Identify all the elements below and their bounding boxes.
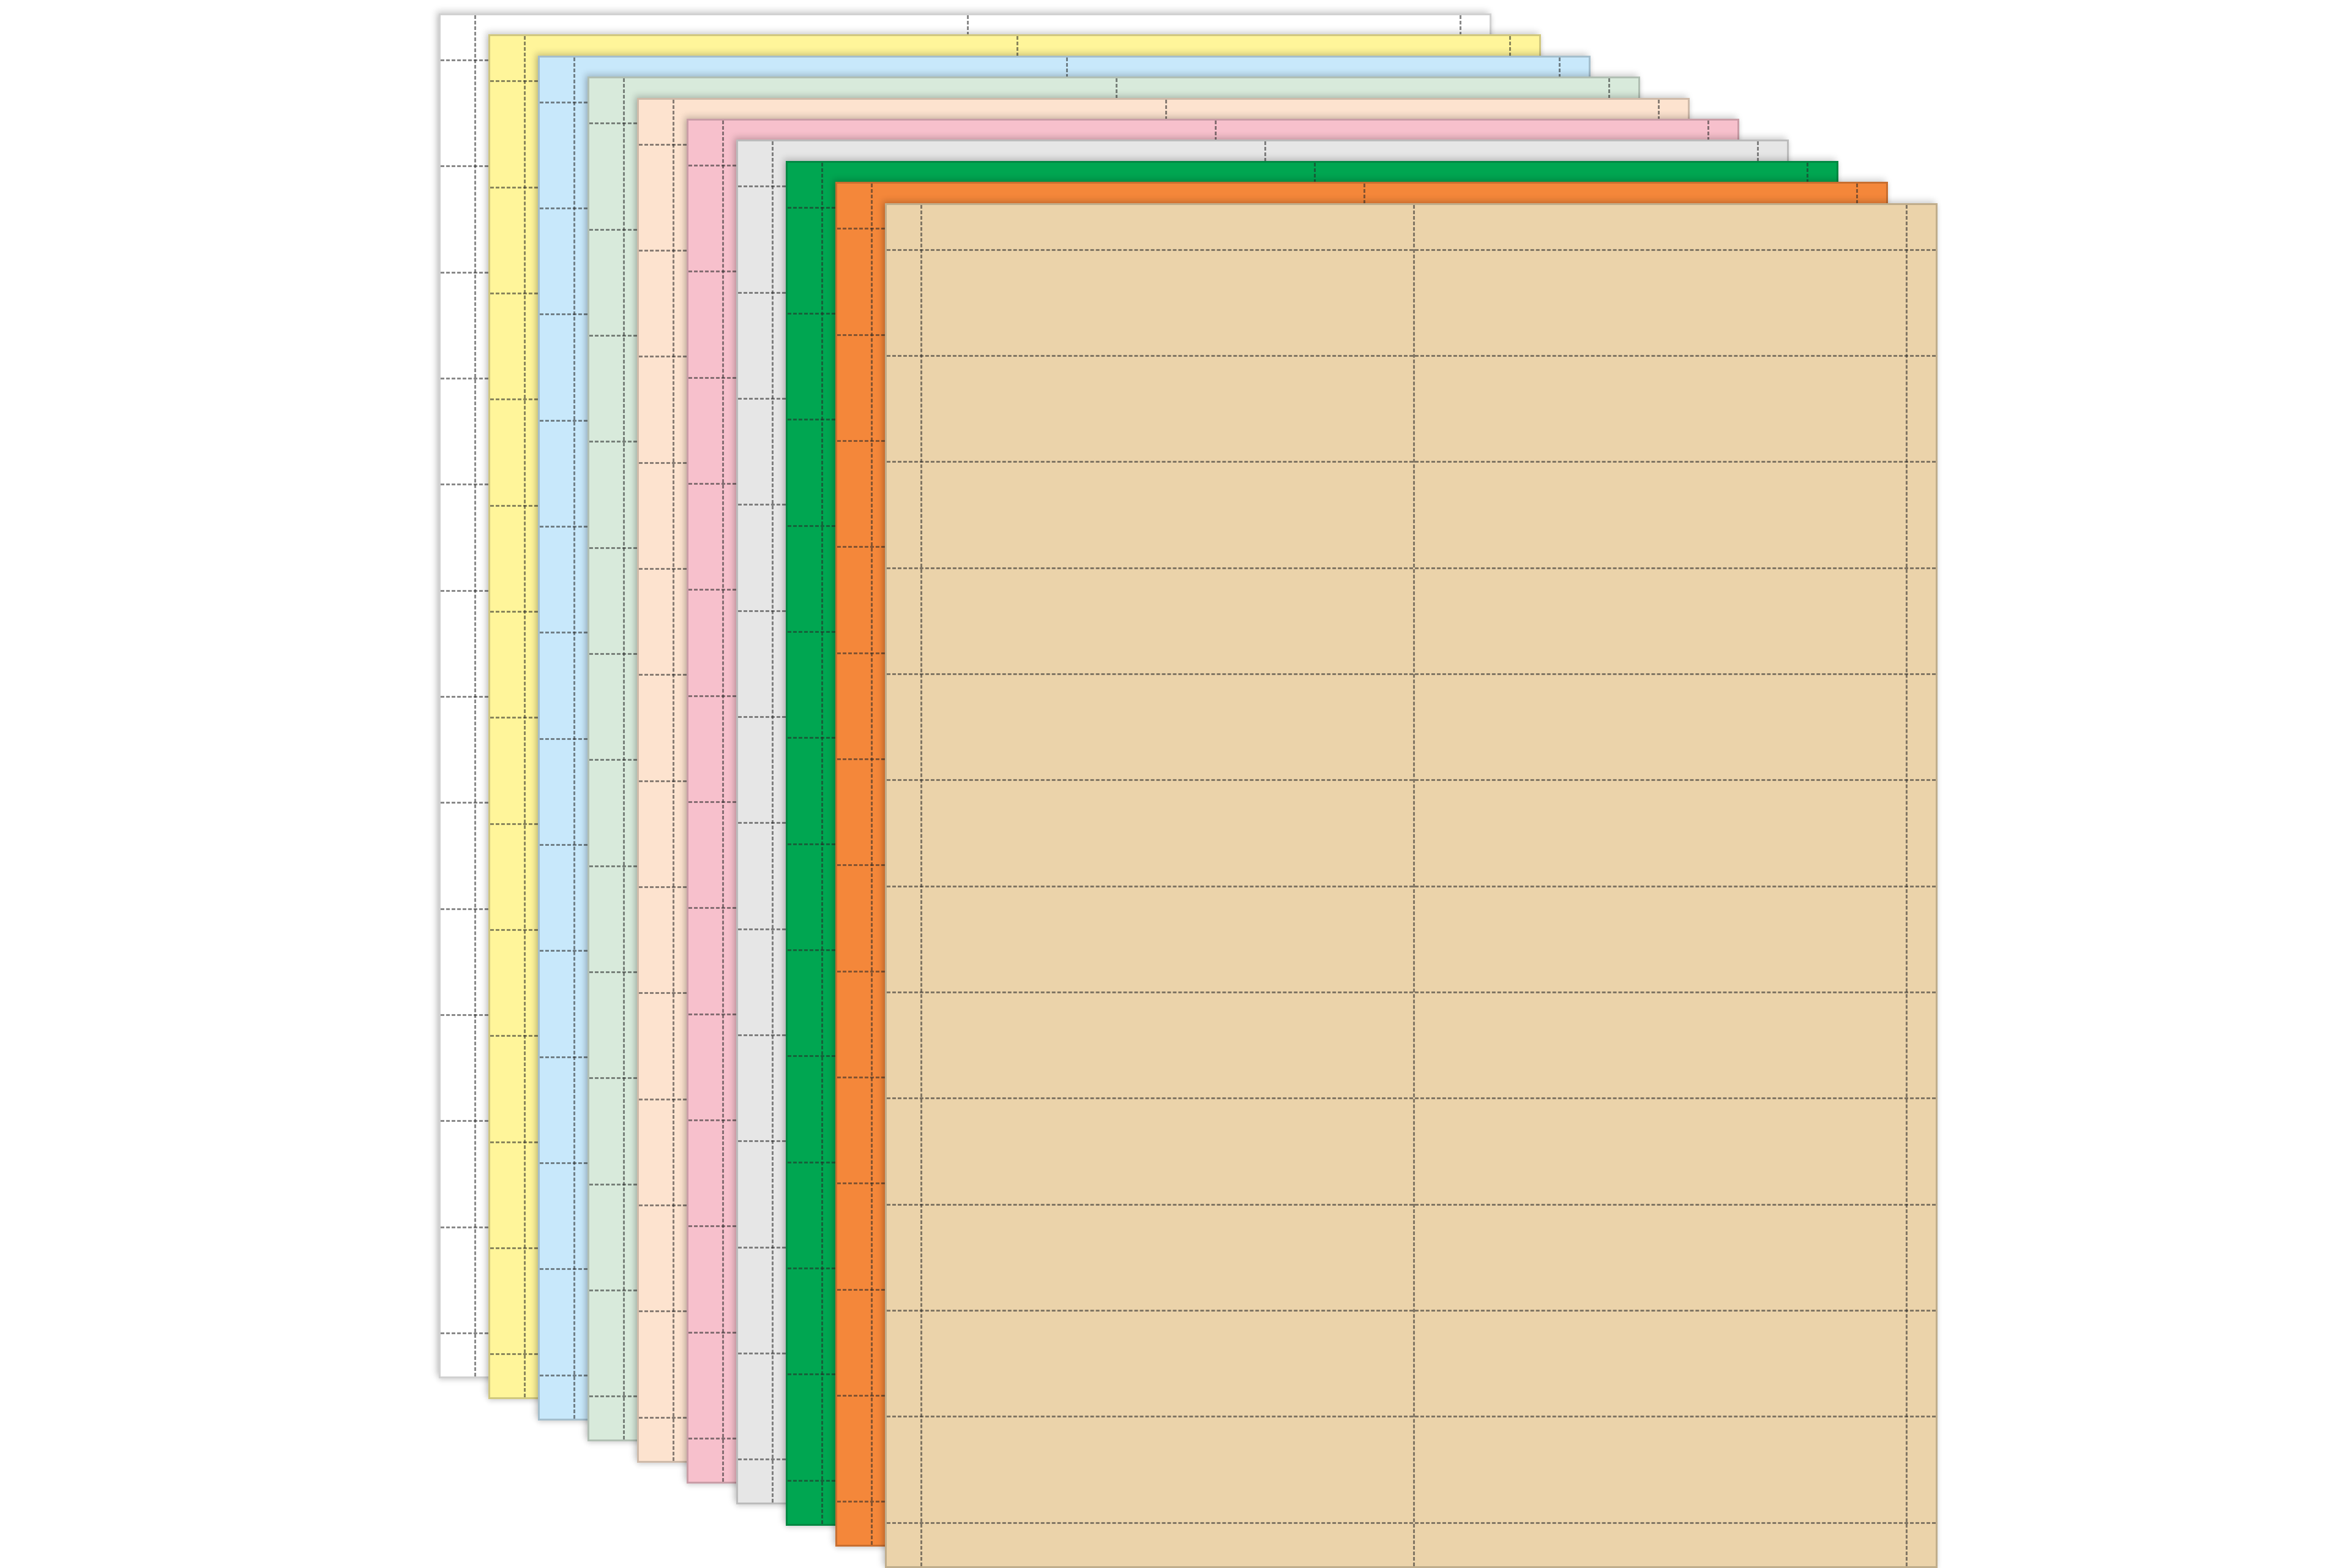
- perforation-horizontal: [887, 991, 1936, 993]
- perforation-horizontal: [887, 1416, 1936, 1418]
- perforation-horizontal: [887, 354, 1936, 357]
- perforation-horizontal: [887, 1309, 1936, 1312]
- perforation-horizontal: [887, 248, 1936, 251]
- perforation-horizontal: [887, 1521, 1936, 1524]
- perforation-horizontal: [887, 461, 1936, 463]
- perforation-horizontal: [887, 1203, 1936, 1206]
- sheet-tan: [885, 203, 1938, 1568]
- perforation-horizontal: [887, 885, 1936, 887]
- perforation-horizontal: [887, 779, 1936, 782]
- perforation-horizontal: [887, 673, 1936, 675]
- perforation-horizontal: [887, 1097, 1936, 1100]
- perforation-horizontal: [887, 567, 1936, 569]
